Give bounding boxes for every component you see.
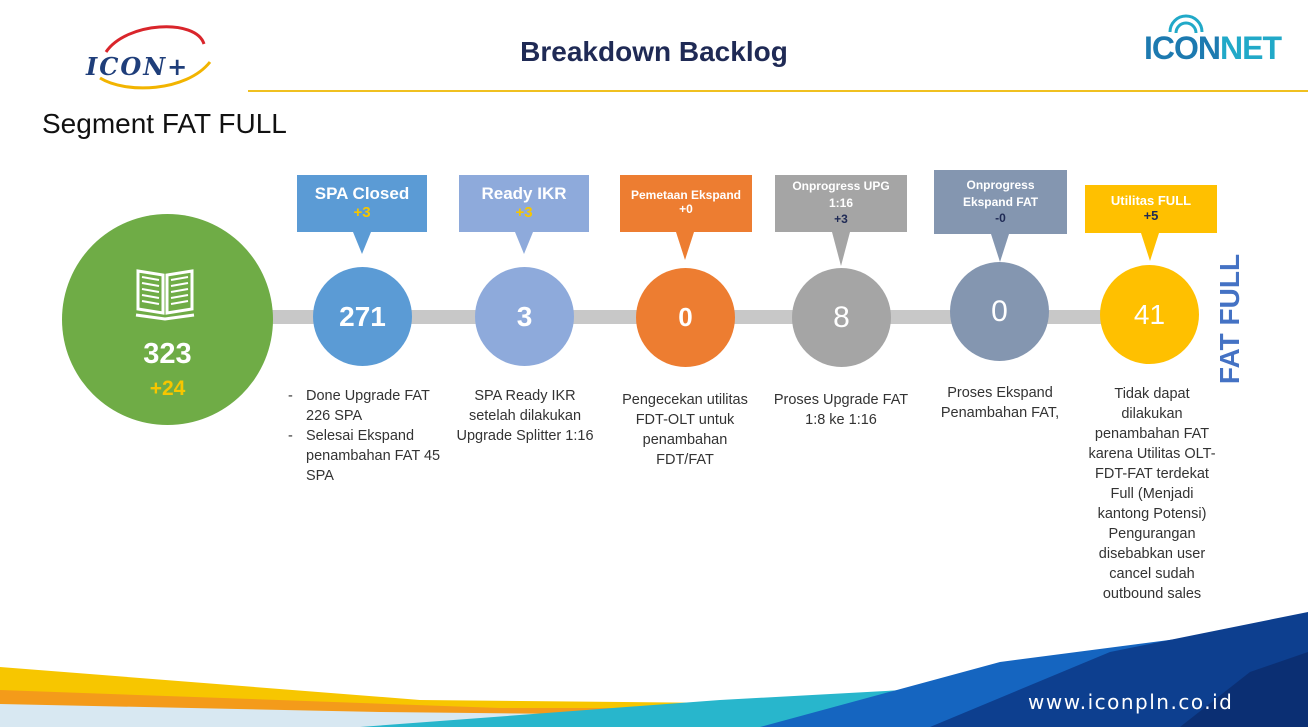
callout-label: Ready IKR bbox=[481, 184, 567, 203]
callout-delta: +3 bbox=[353, 204, 371, 221]
stage-description: Pengecekan utilitas FDT-OLT untuk penamb… bbox=[622, 392, 748, 468]
total-count: 323 bbox=[143, 338, 192, 370]
iconplus-logo: ICON+ bbox=[86, 22, 218, 94]
callout-spa-closed: SPA Closed +3 bbox=[297, 175, 427, 232]
title-divider bbox=[248, 90, 1308, 92]
side-label-text: FAT FULL bbox=[1214, 253, 1245, 385]
callout-label: Utilitas FULL bbox=[1110, 193, 1192, 208]
callout-pointer bbox=[676, 232, 694, 260]
stage-node-pemetaan-ekspand: 0 bbox=[636, 268, 735, 367]
stage-description: SPA Ready IKR setelah dilakukan Upgrade … bbox=[456, 388, 594, 444]
stage-description: Proses Upgrade FAT 1:8 ke 1:16 bbox=[773, 392, 909, 428]
logo-right-text-b: NET bbox=[1220, 30, 1282, 66]
callout-delta: +0 bbox=[679, 202, 693, 216]
segment-title: Segment FAT FULL bbox=[42, 108, 287, 139]
callout-onprogress-ekspand: Onprogress Ekspand FAT -0 bbox=[934, 170, 1067, 234]
stage-node-onprogress-upg: 8 bbox=[792, 268, 891, 367]
callout-pointer bbox=[515, 232, 533, 254]
side-label: FAT FULL bbox=[1200, 254, 1260, 384]
stage-node-onprogress-ekspand: 0 bbox=[950, 262, 1049, 361]
callout-pemetaan-ekspand: Pemetaan Ekspand +0 bbox=[620, 175, 752, 232]
callout-delta: +3 bbox=[515, 204, 533, 221]
stage-node-ready-ikr: 3 bbox=[475, 267, 574, 366]
callout-ready-ikr: Ready IKR +3 bbox=[459, 175, 589, 232]
footer-banner bbox=[0, 612, 1308, 727]
callout-delta: -0 bbox=[995, 211, 1006, 225]
logo-right-text-a: ICON bbox=[1144, 30, 1221, 66]
callout-onprogress-upg: Onprogress UPG 1:16 +3 bbox=[775, 175, 907, 232]
logo-left-text: ICON+ bbox=[86, 52, 190, 81]
book-icon bbox=[135, 269, 195, 321]
callout-delta: +3 bbox=[834, 212, 848, 226]
description-item: Done Upgrade FAT 226 SPA bbox=[286, 386, 446, 426]
description-item: Selesai Ekspand penambahan FAT 45 SPA bbox=[286, 426, 446, 486]
callout-pointer bbox=[991, 234, 1009, 262]
total-delta: +24 bbox=[149, 377, 186, 400]
stage-description: Done Upgrade FAT 226 SPA Selesai Ekspand… bbox=[286, 386, 446, 486]
callout-delta: +5 bbox=[1143, 208, 1159, 223]
stage-node-utilitas-full: 41 bbox=[1100, 265, 1199, 364]
callout-pointer bbox=[353, 232, 371, 254]
stage-description: Proses Ekspand Penambahan FAT, bbox=[940, 385, 1060, 421]
callout-label: Onprogress UPG 1:16 bbox=[792, 179, 890, 210]
callout-label: Pemetaan Ekspand bbox=[630, 188, 742, 202]
footer-url: www.iconpln.co.id bbox=[1028, 690, 1234, 714]
callout-pointer bbox=[1141, 233, 1159, 261]
iconnet-logo: ICONNET bbox=[1140, 14, 1290, 66]
stage-node-spa-closed: 271 bbox=[313, 267, 412, 366]
callout-label: SPA Closed bbox=[314, 184, 410, 203]
callout-utilitas-full: Utilitas FULL +5 bbox=[1085, 185, 1217, 233]
page-title: Breakdown Backlog bbox=[520, 36, 788, 67]
stage-description: Tidak dapat dilakukan penambahan FAT kar… bbox=[1088, 386, 1216, 602]
callout-label: Onprogress Ekspand FAT bbox=[962, 178, 1039, 209]
callout-pointer bbox=[832, 232, 850, 266]
